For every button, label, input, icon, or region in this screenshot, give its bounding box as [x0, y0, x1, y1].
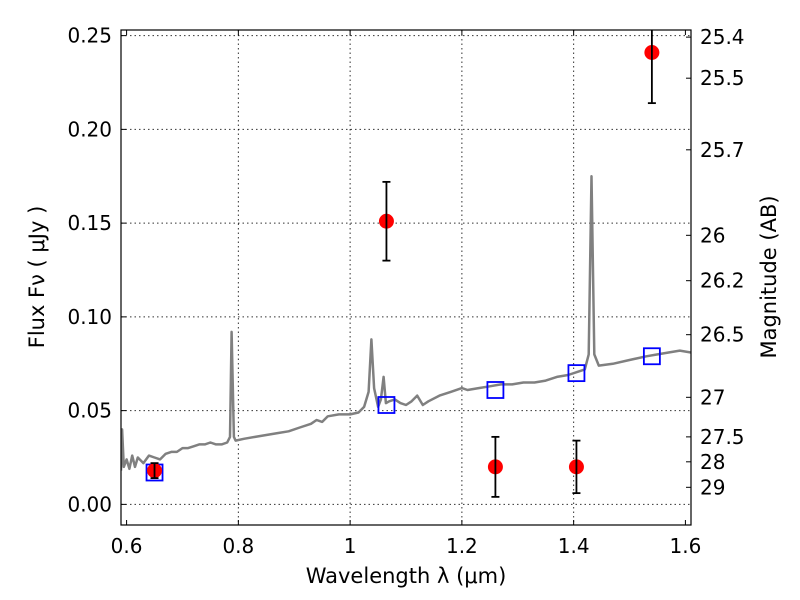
axes: 0.6 0.8 1 1.2 1.4 1.6 0.00 0.05 0.10 0.15 0.20 0.25…: [67, 24, 744, 558]
model-band-square: [567, 364, 586, 383]
right-tick-label: 26: [700, 223, 725, 247]
grid: [121, 30, 691, 525]
right-tick-label: 26.5: [700, 323, 745, 347]
x-tick-label: 0.8: [222, 534, 254, 558]
model-band-square: [642, 347, 661, 366]
y-tick-label: 0.05: [67, 399, 112, 423]
right-tick-label: 25.5: [700, 66, 745, 90]
model-band-square: [377, 396, 396, 414]
y-tick-label: 0.10: [67, 305, 112, 329]
x-tick-label: 1.4: [558, 534, 590, 558]
y-tick-label: 0.20: [67, 117, 112, 141]
spectrum-line: [121, 175, 691, 471]
y-tick-label: 0.25: [67, 24, 112, 48]
model-band-square: [486, 381, 505, 399]
y-tick-label: 0.15: [67, 211, 112, 235]
x-tick-label: 1: [344, 534, 357, 558]
right-tick-label: 25.7: [700, 138, 745, 162]
right-tick-label: 27.5: [700, 425, 745, 449]
x-axis-label: Wavelength λ (μm): [306, 564, 507, 588]
right-tick-label: 27: [700, 385, 725, 409]
plot-area: [121, 30, 691, 498]
right-tick-label: 28: [700, 450, 725, 474]
y-axis-right-label: Magnitude (AB): [757, 195, 781, 358]
y-tick-label: 0.00: [67, 492, 112, 516]
plot-frame: [120, 29, 692, 526]
x-tick-label: 0.6: [111, 534, 143, 558]
right-tick-label: 25.4: [700, 25, 745, 49]
right-tick-label: 29: [700, 475, 725, 499]
x-tick-label: 1.2: [446, 534, 478, 558]
series-layer: [121, 30, 691, 498]
y-axis-label: Flux Fν ( μJy ): [25, 206, 49, 349]
x-tick-label: 1.6: [670, 534, 702, 558]
right-tick-label: 26.2: [700, 269, 745, 293]
